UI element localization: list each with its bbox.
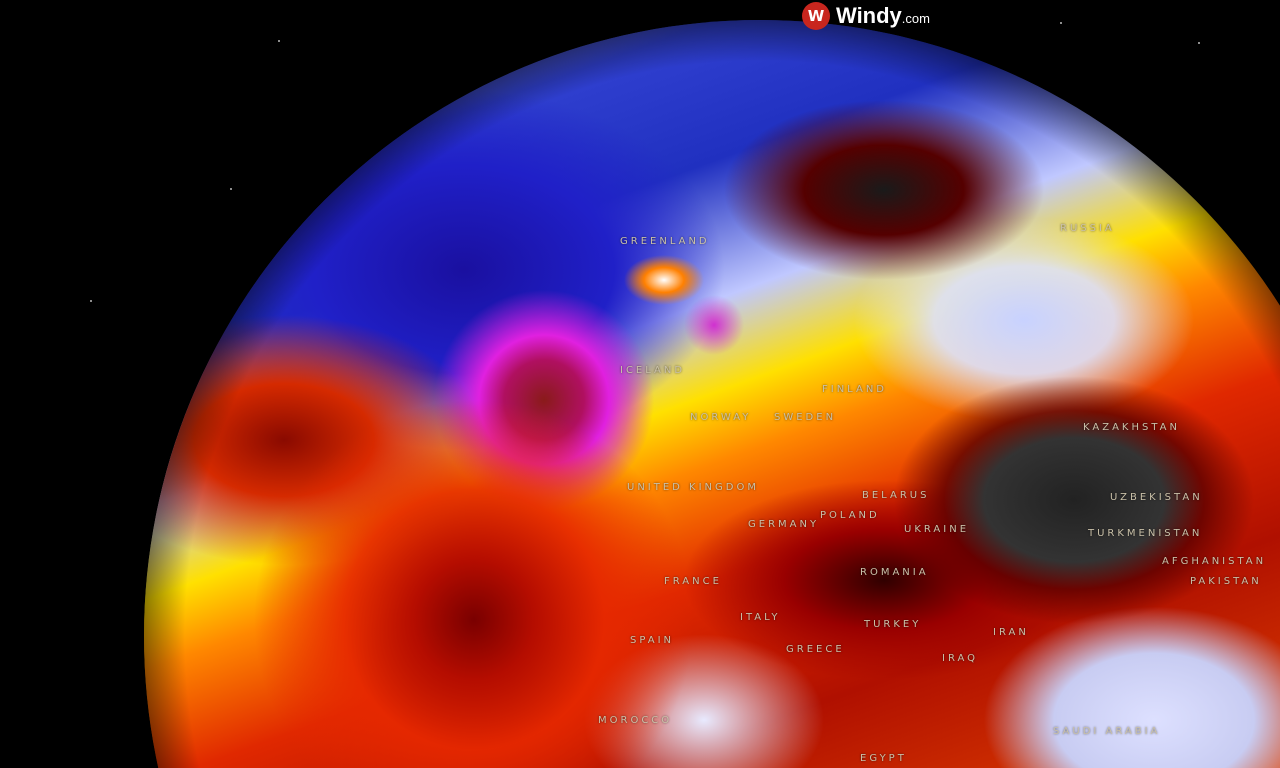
label-russia: RUSSIA (1060, 223, 1115, 234)
label-turkmenistan: TURKMENISTAN (1088, 528, 1203, 539)
label-spain: SPAIN (630, 635, 675, 646)
label-france: FRANCE (664, 576, 722, 587)
label-kazakhstan: KAZAKHSTAN (1083, 422, 1180, 433)
label-finland: FINLAND (822, 384, 888, 395)
label-belarus: BELARUS (862, 490, 930, 501)
star (230, 188, 232, 190)
windy-logo: W Windy.com (802, 2, 930, 30)
label-ukraine: UKRAINE (904, 524, 970, 535)
label-iran: IRAN (993, 627, 1029, 638)
label-greece: GREECE (786, 644, 845, 655)
windy-logo-icon: W (802, 2, 830, 30)
brand-name: Windy (836, 3, 902, 28)
brand-suffix: .com (901, 11, 930, 26)
label-uzbekistan: UZBEKISTAN (1110, 492, 1203, 503)
label-pakistan: PAKISTAN (1190, 576, 1262, 587)
label-sweden: SWEDEN (774, 412, 837, 423)
label-united-kingdom: UNITED KINGDOM (627, 482, 759, 493)
star (278, 40, 280, 42)
label-saudi-arabia: SAUDI ARABIA (1053, 726, 1161, 737)
star (1198, 42, 1200, 44)
label-turkey: TURKEY (864, 619, 922, 630)
star (90, 300, 92, 302)
star (1060, 22, 1062, 24)
label-iraq: IRAQ (942, 653, 979, 664)
label-egypt: EGYPT (860, 753, 907, 764)
label-afghanistan: AFGHANISTAN (1162, 556, 1267, 567)
label-greenland: GREENLAND (620, 236, 710, 247)
label-poland: POLAND (820, 510, 880, 521)
label-morocco: MOROCCO (598, 715, 673, 726)
label-italy: ITALY (740, 612, 781, 623)
label-norway: NORWAY (690, 412, 752, 423)
label-romania: ROMANIA (860, 567, 929, 578)
label-germany: GERMANY (748, 519, 820, 530)
label-iceland: ICELAND (620, 365, 686, 376)
